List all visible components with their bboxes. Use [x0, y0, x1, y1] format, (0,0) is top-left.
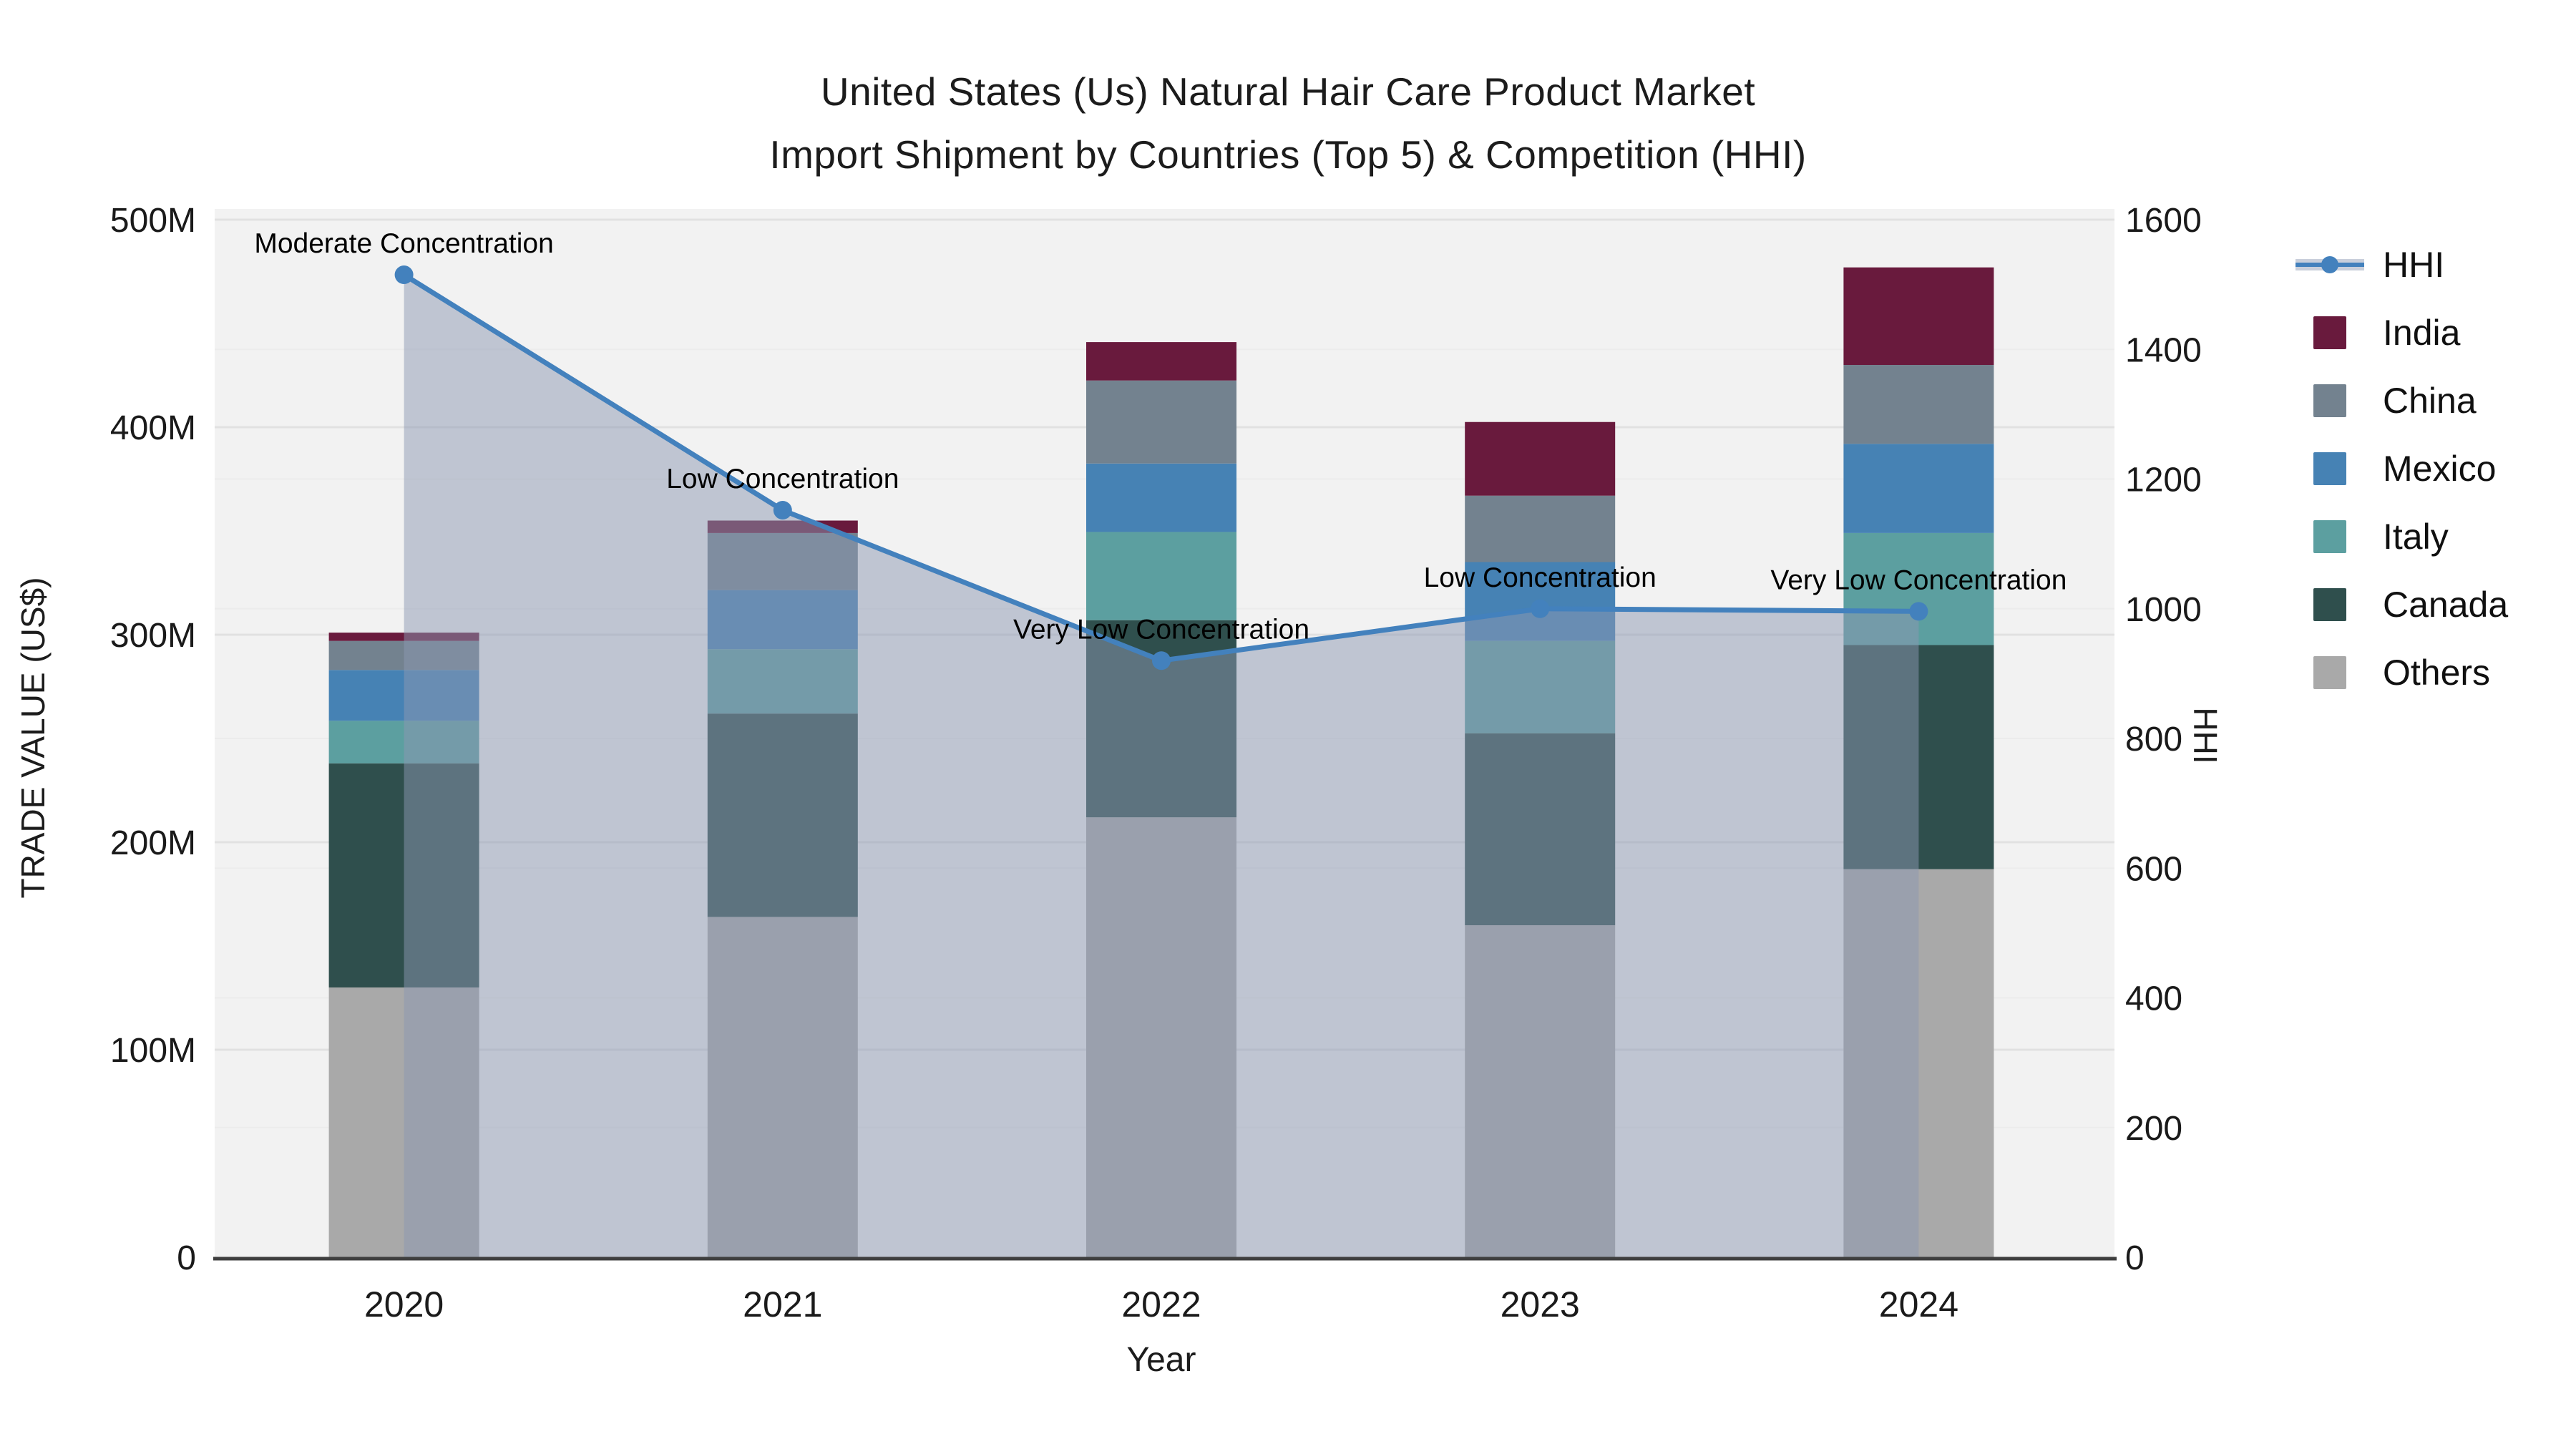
- legend-item-mexico[interactable]: Mexico: [2296, 434, 2508, 502]
- hhi-marker-2020[interactable]: [394, 265, 414, 285]
- bar-segment-italy-2022[interactable]: [1086, 532, 1236, 620]
- bar-segment-china-2022[interactable]: [1086, 380, 1236, 464]
- bar-segment-mexico-2024[interactable]: [1843, 444, 1994, 533]
- legend-color-swatch-icon: [2296, 655, 2364, 689]
- bar-segment-india-2024[interactable]: [1843, 267, 1994, 365]
- left-tick-300M: 300M: [110, 617, 196, 655]
- chart-title-line1: United States (Us) Natural Hair Care Pro…: [820, 69, 1756, 114]
- legend-label: Mexico: [2383, 448, 2497, 489]
- hhi-area-fill: [404, 275, 1919, 1257]
- annotation-2023: Low Concentration: [1424, 562, 1657, 593]
- bar-segment-india-2022[interactable]: [1086, 342, 1236, 381]
- hhi-marker-2022[interactable]: [1152, 651, 1171, 670]
- right-tick-0: 0: [2125, 1239, 2145, 1277]
- legend-item-canada[interactable]: Canada: [2296, 570, 2508, 638]
- left-tick-400M: 400M: [110, 409, 196, 447]
- legend-item-italy[interactable]: Italy: [2296, 502, 2508, 570]
- legend-color-swatch-icon: [2296, 587, 2364, 621]
- bar-segment-china-2023[interactable]: [1465, 495, 1616, 562]
- annotation-2021: Low Concentration: [666, 464, 899, 494]
- legend-color-swatch-icon: [2296, 316, 2364, 349]
- right-tick-800: 800: [2125, 721, 2182, 758]
- legend-label: India: [2383, 312, 2461, 353]
- legend-item-india[interactable]: India: [2296, 298, 2508, 366]
- bar-segment-india-2023[interactable]: [1465, 421, 1616, 496]
- left-tick-100M: 100M: [110, 1032, 196, 1070]
- bar-segment-china-2024[interactable]: [1843, 365, 1994, 444]
- legend-label: Italy: [2383, 516, 2449, 557]
- x-axis-title: Year: [1126, 1341, 1196, 1379]
- hhi-marker-2023[interactable]: [1531, 599, 1550, 618]
- right-tick-400: 400: [2125, 980, 2182, 1018]
- annotation-2024: Very Low Concentration: [1770, 565, 2067, 595]
- annotation-2020: Moderate Concentration: [254, 228, 553, 259]
- x-tick-2023: 2023: [1501, 1284, 1580, 1324]
- left-tick-500M: 500M: [110, 202, 196, 240]
- right-tick-1000: 1000: [2125, 591, 2202, 629]
- legend-color-swatch-icon: [2296, 384, 2364, 417]
- x-tick-2024: 2024: [1879, 1284, 1958, 1324]
- right-tick-200: 200: [2125, 1110, 2182, 1148]
- legend-color-swatch-icon: [2296, 519, 2364, 553]
- x-tick-2022: 2022: [1121, 1284, 1201, 1324]
- legend-label: Canada: [2383, 584, 2509, 625]
- left-axis-title: TRADE VALUE (US$): [14, 577, 52, 899]
- right-tick-600: 600: [2125, 850, 2182, 888]
- right-tick-1600: 1600: [2125, 202, 2202, 240]
- right-tick-1400: 1400: [2125, 331, 2202, 369]
- bar-segment-mexico-2022[interactable]: [1086, 463, 1236, 532]
- legend-label: Others: [2383, 652, 2491, 693]
- annotation-2022: Very Low Concentration: [1013, 614, 1309, 645]
- chart-title-line2: Import Shipment by Countries (Top 5) & C…: [769, 132, 1807, 177]
- legend-item-others[interactable]: Others: [2296, 638, 2508, 706]
- right-axis-title: HHI: [2187, 707, 2224, 764]
- legend-label: HHI: [2383, 244, 2445, 285]
- legend-line-swatch-icon: [2296, 252, 2364, 278]
- legend-item-china[interactable]: China: [2296, 366, 2508, 434]
- legend-item-hhi[interactable]: HHI: [2296, 230, 2508, 298]
- hhi-marker-2021[interactable]: [773, 501, 792, 519]
- legend-color-swatch-icon: [2296, 452, 2364, 485]
- legend: HHI India China Mexico Italy Canada Others: [2296, 230, 2508, 706]
- legend-label: China: [2383, 380, 2477, 421]
- left-tick-200M: 200M: [110, 824, 196, 862]
- x-tick-2020: 2020: [364, 1284, 444, 1324]
- left-tick-0: 0: [177, 1239, 196, 1277]
- right-tick-1200: 1200: [2125, 462, 2202, 499]
- x-tick-2021: 2021: [743, 1284, 822, 1324]
- hhi-marker-2024[interactable]: [1909, 602, 1928, 621]
